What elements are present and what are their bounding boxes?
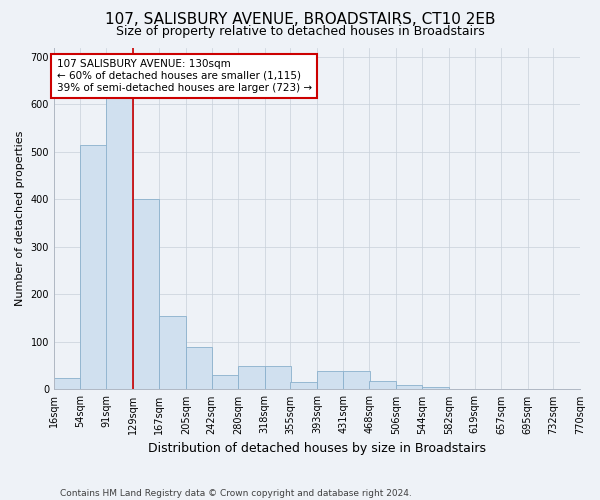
Bar [290, 382, 317, 390]
Bar [265, 366, 291, 390]
Bar [317, 372, 343, 390]
Bar [212, 375, 238, 390]
Bar [369, 381, 396, 390]
X-axis label: Distribution of detached houses by size in Broadstairs: Distribution of detached houses by size … [148, 442, 486, 455]
Bar [54, 378, 80, 390]
Bar [106, 86, 133, 390]
Text: Contains HM Land Registry data © Crown copyright and database right 2024.: Contains HM Land Registry data © Crown c… [60, 488, 412, 498]
Bar [133, 200, 159, 390]
Bar [238, 366, 265, 390]
Bar [186, 346, 212, 390]
Bar [159, 316, 186, 390]
Text: 107, SALISBURY AVENUE, BROADSTAIRS, CT10 2EB: 107, SALISBURY AVENUE, BROADSTAIRS, CT10… [105, 12, 495, 28]
Bar [80, 145, 107, 390]
Bar [343, 372, 370, 390]
Text: 107 SALISBURY AVENUE: 130sqm
← 60% of detached houses are smaller (1,115)
39% of: 107 SALISBURY AVENUE: 130sqm ← 60% of de… [57, 60, 312, 92]
Y-axis label: Number of detached properties: Number of detached properties [15, 131, 25, 306]
Bar [396, 384, 422, 390]
Text: Size of property relative to detached houses in Broadstairs: Size of property relative to detached ho… [116, 25, 484, 38]
Bar [422, 387, 449, 390]
